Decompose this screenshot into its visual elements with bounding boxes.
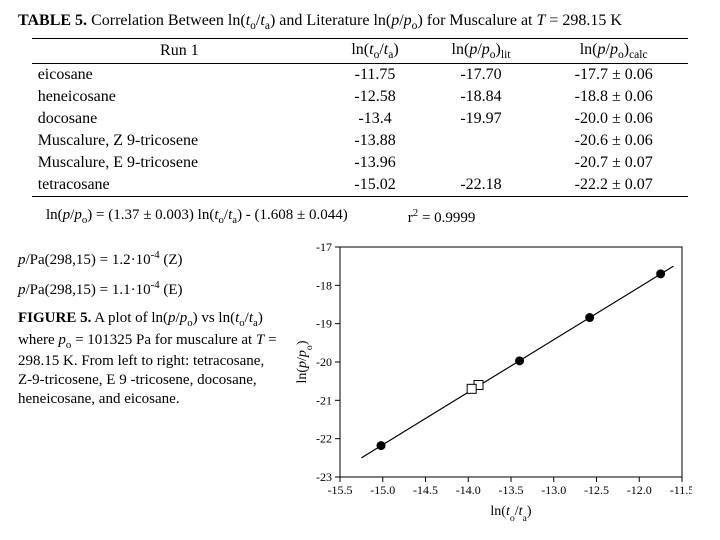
svg-text:-11.5: -11.5 <box>670 483 692 497</box>
col-lnppo-calc: ln(p/po)calc <box>539 39 688 64</box>
regression-equation: ln(p/po) = (1.37 ± 0.003) ln(to/ta) - (1… <box>46 207 348 227</box>
svg-text:ln(to/ta): ln(to/ta) <box>490 504 532 524</box>
svg-text:-14.5: -14.5 <box>413 483 438 497</box>
svg-text:-22: -22 <box>316 432 332 446</box>
table-row: docosane-13.4-19.97-20.0 ± 0.06 <box>32 108 689 130</box>
svg-text:-13.5: -13.5 <box>499 483 524 497</box>
figure-caption: FIGURE 5. A plot of ln(p/po) vs ln(to/ta… <box>18 309 278 408</box>
cell-lit <box>423 152 539 174</box>
svg-text:-17: -17 <box>316 240 332 254</box>
col-run: Run 1 <box>32 39 327 64</box>
cell-compound: Muscalure, Z 9-tricosene <box>32 130 327 152</box>
p-pa-z: p/Pa(298,15) = 1.2·10-4 (Z) <box>18 249 278 269</box>
cell-compound: tetracosane <box>32 174 327 197</box>
cell-compound: docosane <box>32 108 327 130</box>
cell-compound: Muscalure, E 9-tricosene <box>32 152 327 174</box>
cell-compound: heneicosane <box>32 86 327 108</box>
cell-lit: -18.84 <box>423 86 539 108</box>
cell-lit: -19.97 <box>423 108 539 130</box>
table-row: tetracosane-15.02-22.18-22.2 ± 0.07 <box>32 174 689 197</box>
svg-text:-18: -18 <box>316 279 332 293</box>
svg-text:-23: -23 <box>316 470 332 484</box>
svg-text:-12.0: -12.0 <box>627 483 652 497</box>
table-title: TABLE 5. Correlation Between ln(to/ta) a… <box>18 12 702 32</box>
cell-lntota: -11.75 <box>327 64 423 87</box>
table-row: Muscalure, Z 9-tricosene-13.88 -20.6 ± 0.… <box>32 130 689 152</box>
col-lntota: ln(to/ta) <box>327 39 423 64</box>
svg-text:-13.0: -13.0 <box>541 483 566 497</box>
cell-calc: -20.0 ± 0.06 <box>539 108 688 130</box>
table-row: Muscalure, E 9-tricosene-13.96 -20.7 ± 0.… <box>32 152 689 174</box>
cell-lit <box>423 130 539 152</box>
svg-text:-21: -21 <box>316 394 332 408</box>
cell-compound: eicosane <box>32 64 327 87</box>
cell-lntota: -13.4 <box>327 108 423 130</box>
svg-text:-20: -20 <box>316 355 332 369</box>
cell-lntota: -13.88 <box>327 130 423 152</box>
svg-text:-12.5: -12.5 <box>584 483 609 497</box>
svg-text:ln(p/po): ln(p/po) <box>295 341 315 384</box>
cell-calc: -22.2 ± 0.07 <box>539 174 688 197</box>
scatter-chart: -15.5 -15.0 -14.5 -14.0 -13.5 -13.0 -12.5 -12.0… <box>292 239 702 529</box>
table-row: heneicosane-12.58-18.84-18.8 ± 0.06 <box>32 86 689 108</box>
cell-lit: -17.70 <box>423 64 539 87</box>
table-row: eicosane-11.75-17.70-17.7 ± 0.06 <box>32 64 689 87</box>
cell-lntota: -15.02 <box>327 174 423 197</box>
svg-text:-15.0: -15.0 <box>370 483 395 497</box>
col-lnppo-lit: ln(p/po)lit <box>423 39 539 64</box>
svg-text:-19: -19 <box>316 317 332 331</box>
cell-lntota: -12.58 <box>327 86 423 108</box>
r-squared: r2 = 0.9999 <box>408 207 476 227</box>
cell-calc: -20.6 ± 0.06 <box>539 130 688 152</box>
cell-calc: -18.8 ± 0.06 <box>539 86 688 108</box>
cell-lntota: -13.96 <box>327 152 423 174</box>
cell-calc: -20.7 ± 0.07 <box>539 152 688 174</box>
svg-text:-14.0: -14.0 <box>456 483 481 497</box>
svg-text:-15.5: -15.5 <box>328 483 353 497</box>
table-title-bold: TABLE 5. <box>18 12 87 29</box>
correlation-table: Run 1 ln(to/ta) ln(p/po)lit ln(p/po)calc… <box>32 38 689 197</box>
p-pa-e: p/Pa(298,15) = 1.1·10-4 (E) <box>18 279 278 299</box>
cell-lit: -22.18 <box>423 174 539 197</box>
regression-equation-row: ln(p/po) = (1.37 ± 0.003) ln(to/ta) - (1… <box>46 207 702 227</box>
cell-calc: -17.7 ± 0.06 <box>539 64 688 87</box>
